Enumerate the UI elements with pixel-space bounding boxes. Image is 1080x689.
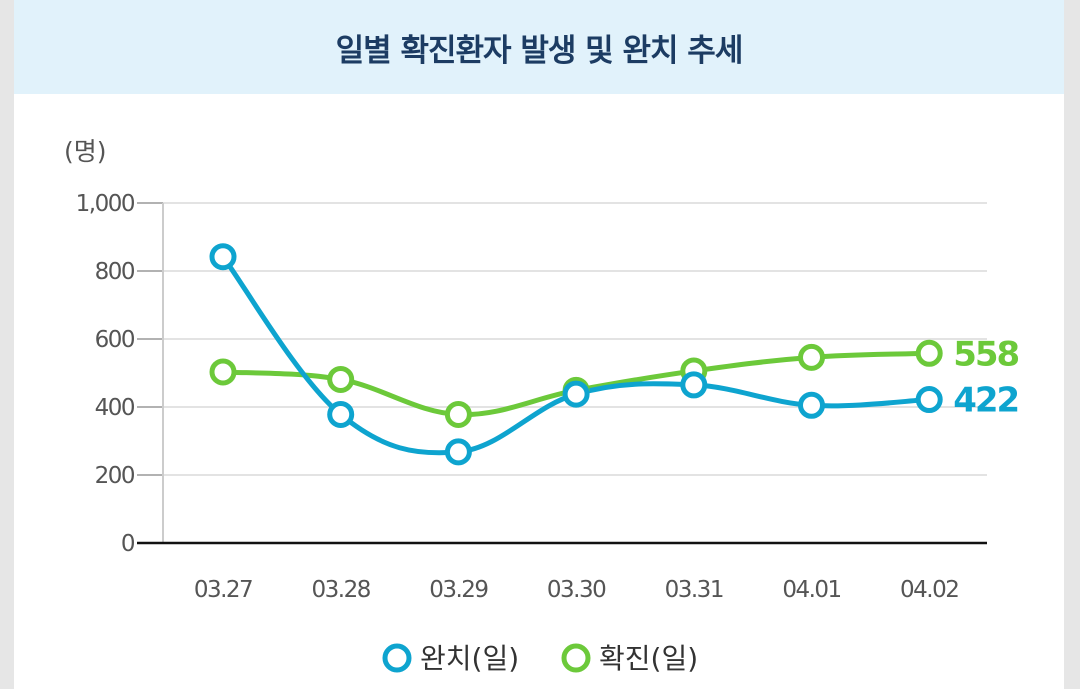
x-tick-label: 03.29: [429, 577, 488, 603]
y-tick-label: 200: [95, 463, 135, 489]
legend-marker-confirmed: [561, 643, 591, 673]
data-markers: [209, 243, 943, 466]
y-tick-label: 1,000: [76, 191, 135, 217]
chart-title: 일별 확진환자 발생 및 완치 추세: [335, 32, 744, 69]
x-tick-label: 03.31: [665, 577, 723, 603]
point-confirmed-04.02: [915, 339, 943, 367]
point-recovered-03.28: [327, 400, 355, 428]
point-recovered-04.01: [798, 391, 825, 419]
legend-label-confirmed: 확진(일): [599, 642, 698, 675]
y-axis-unit: (명): [64, 137, 107, 166]
point-recovered-03.27: [209, 243, 237, 271]
y-tick-label: 800: [95, 259, 135, 285]
point-recovered-03.29: [444, 438, 472, 466]
point-confirmed-03.29: [444, 400, 472, 428]
point-recovered-03.31: [680, 371, 708, 399]
y-tick-label: 0: [121, 531, 135, 557]
y-tick-label: 600: [95, 327, 135, 353]
point-confirmed-04.01: [798, 343, 825, 371]
x-tick-label: 03.28: [312, 577, 371, 603]
point-recovered-03.30: [562, 380, 590, 408]
end-label-recovered: 422: [953, 381, 1018, 421]
x-tick-label: 04.01: [782, 577, 840, 603]
point-confirmed-03.28: [327, 365, 355, 393]
point-confirmed-03.27: [209, 358, 237, 386]
grid-lines: [163, 202, 987, 476]
x-tick-label: 03.30: [547, 577, 606, 603]
tick-labels: (명) 0 200 400 600 800 1,000 03.27 03.28 03.29 03.3…: [64, 137, 1021, 603]
chart-header: 일별 확진환자 발생 및 완치 추세: [14, 0, 1064, 94]
x-tick-label: 03.27: [194, 577, 252, 603]
legend-label-recovered: 완치(일): [420, 642, 519, 675]
chart-card: 일별 확진환자 발생 및 완치 추세: [14, 0, 1064, 689]
legend: 완치(일) 확진(일): [382, 642, 698, 675]
legend-marker-recovered: [382, 643, 412, 673]
end-label-confirmed: 558: [953, 334, 1018, 374]
point-recovered-04.02: [915, 386, 943, 414]
y-tick-label: 400: [95, 395, 135, 421]
x-tick-label: 04.02: [900, 577, 958, 603]
axes: [137, 202, 987, 545]
